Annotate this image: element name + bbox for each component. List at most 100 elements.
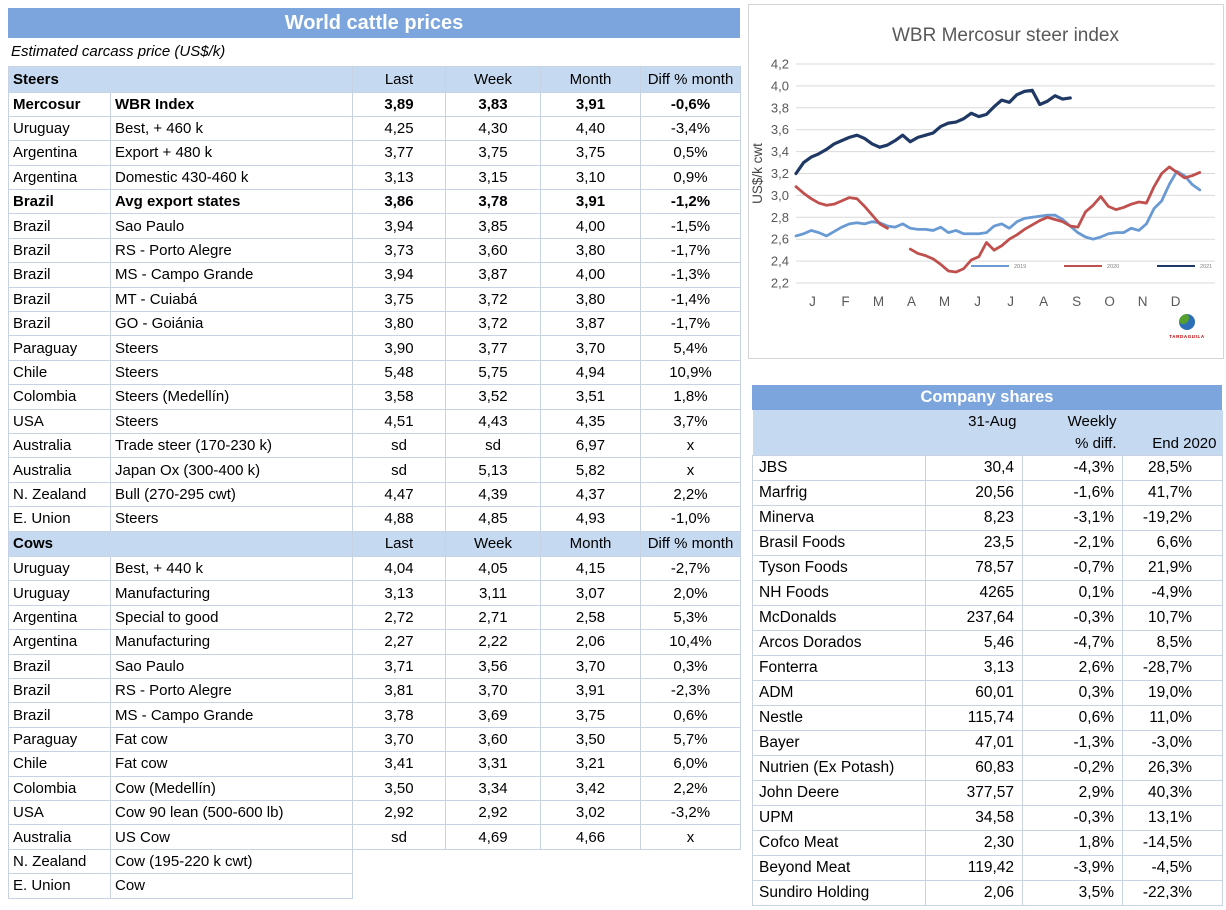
steer-index-chart-panel: 2,2 2,4 2,6 2,8 3,0 3,2 3,4 3,6 3,8 4,0 4,2 WBR Mer… — [748, 4, 1224, 359]
diff-cell: 0,6% — [640, 702, 741, 728]
company-row: ADM 60,01 0,3% 19,0% — [752, 680, 1223, 706]
month-cell: 4,35 — [540, 408, 641, 434]
description-cell: MT - Cuiabá — [110, 286, 353, 313]
last-cell: 3,50 — [352, 775, 446, 801]
month-cell: 3,51 — [540, 384, 641, 410]
description-cell: Fat cow — [110, 726, 353, 753]
month-cell: 3,75 — [540, 140, 641, 166]
svg-text:3,0: 3,0 — [771, 188, 789, 203]
last-cell — [353, 874, 446, 898]
country-cell: Paraguay — [8, 335, 111, 361]
column-header-cell: Last — [352, 530, 446, 558]
diff-cell: -1,7% — [640, 311, 741, 337]
country-cell: Uruguay — [8, 556, 111, 582]
end-2020-cell: 26,3% — [1122, 755, 1223, 781]
week-cell: 3,31 — [445, 751, 541, 777]
country-cell: Paraguay — [8, 726, 111, 753]
diff-cell: x — [640, 457, 741, 483]
diff-cell: 2,2% — [640, 481, 741, 508]
weekly-diff-cell: 1,8% — [1022, 830, 1123, 856]
diff-cell: 6,0% — [640, 751, 741, 777]
last-cell: 3,78 — [352, 702, 446, 728]
end-2020-cell: -4,5% — [1122, 855, 1223, 881]
weekly-diff-cell: -0,7% — [1022, 555, 1123, 581]
last-cell: 3,81 — [352, 677, 446, 704]
description-cell: Export + 480 k — [110, 140, 353, 166]
description-cell: RS - Porto Alegre — [110, 677, 353, 704]
end-2020-cell: 41,7% — [1122, 480, 1223, 506]
month-cell: 3,80 — [540, 237, 641, 264]
last-cell: 3,71 — [352, 653, 446, 679]
company-row: Marfrig 20,56 -1,6% 41,7% — [752, 480, 1223, 506]
description-cell: GO - Goiánia — [110, 311, 353, 337]
month-cell: 4,00 — [540, 213, 641, 239]
month-cell: 3,70 — [540, 653, 641, 679]
end-2020-cell: -22,3% — [1122, 880, 1223, 906]
company-name-cell: Arcos Dorados — [752, 630, 926, 656]
price-row: Argentina Manufacturing 2,27 2,22 2,06 10,4% — [8, 629, 741, 655]
company-name-cell: Marfrig — [752, 480, 926, 506]
weekly-diff-cell: -0,3% — [1022, 605, 1123, 631]
description-cell: Best, + 440 k — [110, 556, 353, 582]
weekly-diff-cell: -4,7% — [1022, 630, 1123, 656]
company-name-cell: NH Foods — [752, 580, 926, 606]
svg-text:2,6: 2,6 — [771, 232, 789, 247]
month-cell: 3,50 — [540, 726, 641, 753]
description-cell: Steers — [110, 408, 353, 434]
svg-text:2020: 2020 — [1107, 264, 1119, 270]
column-header-cell: Diff % month — [640, 530, 741, 558]
company-row: Beyond Meat 119,42 -3,9% -4,5% — [752, 855, 1223, 881]
week-cell: 3,69 — [445, 702, 541, 728]
last-cell: sd — [352, 457, 446, 483]
cattle-prices-subtitle: Estimated carcass price (US$/k) — [11, 43, 226, 60]
share-price-cell: 377,57 — [925, 780, 1023, 806]
company-row: JBS 30,4 -4,3% 28,5% — [752, 455, 1223, 481]
price-row: USA Cow 90 lean (500-600 lb) 2,92 2,92 3,02-… — [8, 799, 741, 826]
company-row: Bayer 47,01 -1,3% -3,0% — [752, 730, 1223, 756]
shares-header-empty — [752, 432, 926, 456]
diff-cell: -1,3% — [640, 262, 741, 288]
week-cell: 5,13 — [445, 457, 541, 483]
section-title-cell: Cows — [8, 530, 353, 558]
company-name-cell: Nestle — [752, 705, 926, 731]
diff-cell: -1,7% — [640, 237, 741, 264]
week-cell: 5,75 — [445, 359, 541, 386]
diff-cell: -2,3% — [640, 677, 741, 704]
price-row: N. Zealand Cow (195-220 k cwt) — [8, 848, 741, 875]
price-row: Chile Fat cow 3,41 3,31 3,21 6,0% — [8, 751, 741, 777]
world-cattle-prices-panel: World cattle prices Estimated carcass pr… — [8, 8, 741, 899]
description-cell: Manufacturing — [110, 629, 353, 655]
month-cell: 4,15 — [540, 556, 641, 582]
month-cell: 3,87 — [540, 311, 641, 337]
week-cell: 3,52 — [445, 384, 541, 410]
week-cell: 4,39 — [445, 481, 541, 508]
end-2020-cell: 21,9% — [1122, 555, 1223, 581]
company-name-cell: Brasil Foods — [752, 530, 926, 556]
svg-text:O: O — [1104, 294, 1115, 309]
svg-text:3,2: 3,2 — [771, 166, 789, 181]
country-cell: Brazil — [8, 189, 111, 215]
country-cell: Mercosur — [8, 91, 111, 117]
column-header-cell: Week — [445, 530, 541, 558]
diff-cell: -3,2% — [640, 799, 741, 826]
country-cell: E. Union — [8, 506, 111, 532]
month-cell: 3,21 — [540, 751, 641, 777]
last-cell: 3,13 — [352, 164, 446, 191]
last-cell: 3,94 — [352, 213, 446, 239]
weekly-diff-cell: 2,6% — [1022, 655, 1123, 681]
diff-cell: 5,3% — [640, 604, 741, 631]
column-header-cell: Week — [445, 66, 541, 93]
end-2020-cell: 19,0% — [1122, 680, 1223, 706]
svg-text:J: J — [1007, 294, 1014, 309]
shares-header-weekly: Weekly — [1022, 410, 1123, 433]
country-cell: Brazil — [8, 311, 111, 337]
company-name-cell: Cofco Meat — [752, 830, 926, 856]
share-price-cell: 3,13 — [925, 655, 1023, 681]
price-row: Argentina Special to good 2,72 2,71 2,58 5,3% — [8, 604, 741, 631]
description-cell: Manufacturing — [110, 580, 353, 606]
shares-header-empty — [925, 432, 1023, 456]
column-header-cell: Month — [540, 66, 641, 93]
price-row: Brazil MT - Cuiabá 3,75 3,72 3,80 -1,4% — [8, 286, 741, 313]
diff-cell: 10,9% — [640, 359, 741, 386]
week-cell: 3,72 — [445, 311, 541, 337]
